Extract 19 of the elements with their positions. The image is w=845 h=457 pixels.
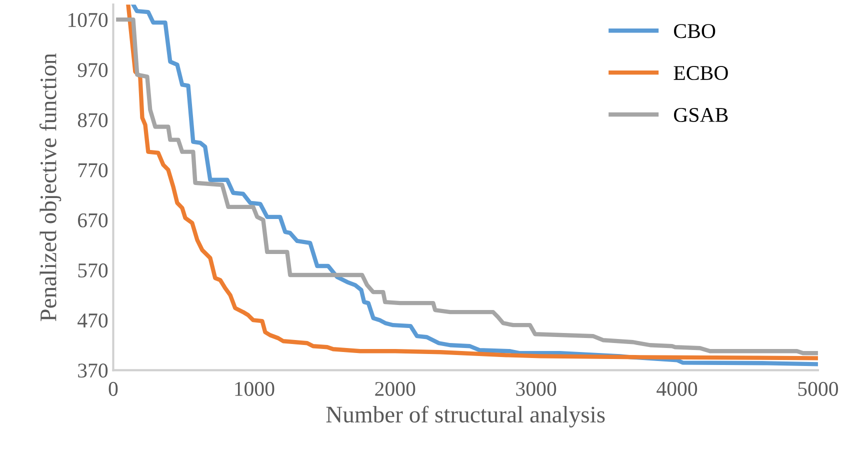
x-tick-label: 2000	[375, 382, 416, 396]
legend-label: CBO	[674, 24, 716, 38]
x-tick-label: 4000	[656, 382, 698, 396]
y-tick-label: 570	[78, 263, 108, 278]
x-tick-label: 0	[108, 382, 118, 396]
x-tick-label: 1000	[235, 382, 274, 396]
x-tick-label: 3000	[516, 382, 556, 396]
y-tick-label: 470	[78, 313, 108, 328]
x-tick-label: 5000	[798, 382, 838, 396]
y-tick-label: 870	[78, 113, 108, 128]
y-tick-label: 770	[78, 163, 108, 178]
y-tick-label: 1070	[68, 12, 108, 28]
y-tick-label: 970	[78, 63, 108, 78]
legend-label: ECBO	[674, 66, 728, 80]
y-tick-label: 370	[78, 364, 108, 378]
y-tick-label: 670	[78, 213, 108, 228]
y-axis-title: Penalized objective function	[39, 53, 62, 322]
x-axis-title: Number of structural analysis	[326, 406, 605, 428]
legend-label: GSAB	[674, 108, 728, 122]
